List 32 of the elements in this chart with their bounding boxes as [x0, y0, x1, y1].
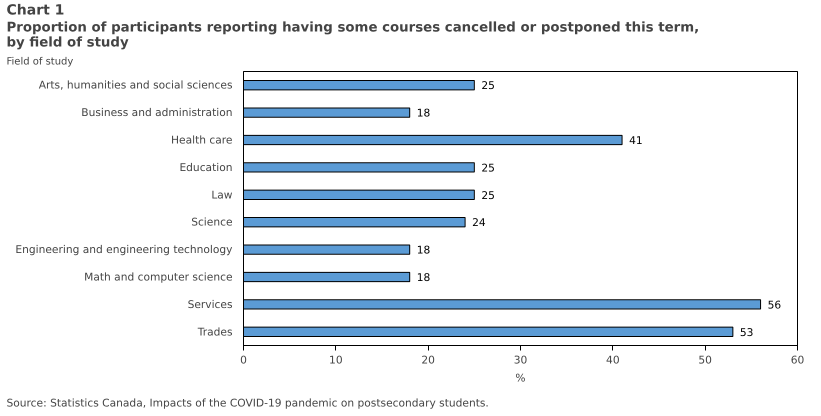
x-axis-title: % [515, 372, 526, 384]
data-label: 18 [416, 244, 430, 257]
chart-subtitle: Proportion of participants reporting having some courses cancelled or postponed this term, by field of study [6, 20, 700, 50]
data-label: 25 [481, 188, 495, 202]
data-label: 24 [472, 216, 486, 230]
source-note: Source: Statistics Canada, Impacts of the COVID-19 pandemic on postsecondary students. [6, 396, 489, 410]
data-label: 56 [768, 298, 782, 312]
data-label: 18 [416, 106, 430, 120]
y-tick-label: Law [211, 188, 233, 202]
y-tick-label: Science [191, 216, 233, 229]
x-tick-label: 50 [698, 354, 712, 366]
y-tick-label: Education [179, 160, 233, 174]
y-tick-label: Engineering and engineering technology [15, 243, 233, 256]
data-label: 25 [481, 161, 495, 174]
data-label: 18 [416, 271, 430, 284]
y-axis-title: Field of study [6, 56, 74, 68]
y-tick-label: Business and administration [81, 106, 232, 120]
x-tick-label: 30 [514, 354, 528, 366]
x-tick-label: 10 [329, 354, 343, 366]
y-tick-label: Math and computer science [84, 270, 233, 284]
data-label: 53 [740, 326, 754, 339]
y-tick-label: Services [188, 298, 233, 311]
data-label: 25 [481, 79, 495, 92]
data-label: 41 [629, 134, 643, 147]
x-tick-label: 40 [606, 354, 620, 366]
y-tick-label: Trades [196, 325, 233, 338]
x-tick-label: 0 [240, 354, 248, 366]
y-tick-label: Health care [171, 134, 233, 146]
x-tick-label: 20 [421, 354, 436, 366]
y-tick-label: Arts, humanities and social sciences [38, 78, 233, 92]
text: Chart 1 [6, 2, 64, 18]
x-tick-label: 60 [790, 354, 804, 366]
